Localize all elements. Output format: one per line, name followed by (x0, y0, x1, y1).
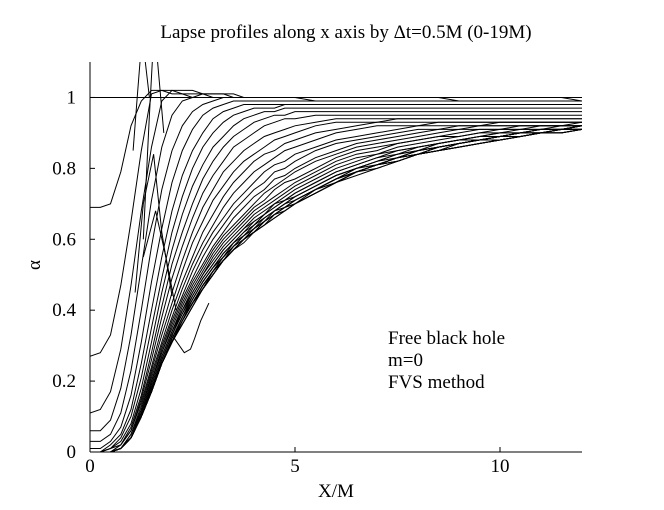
profile-line-22 (90, 125, 582, 452)
profile-line-33 (90, 128, 582, 452)
profile-line-36 (90, 128, 582, 452)
annotation-line-3: FVS method (388, 372, 485, 393)
y-tick-label: 0.8 (52, 158, 76, 179)
annotation-line-1: Free black hole (388, 328, 505, 349)
y-tick-label: 0.4 (52, 300, 76, 321)
x-axis-label: X/M (318, 481, 354, 502)
profile-line-19 (90, 125, 582, 452)
profile-line-34 (90, 128, 582, 452)
profile-line-32 (90, 128, 582, 452)
y-axis-label: α (24, 260, 45, 270)
profile-line-30 (90, 128, 582, 452)
profile-line-35 (90, 128, 582, 452)
x-tick-label: 0 (85, 456, 95, 477)
y-tick-label: 0.6 (52, 229, 76, 250)
profile-line-25 (90, 125, 582, 452)
profile-line-21 (90, 125, 582, 452)
profile-line-38 (90, 128, 582, 452)
profile-line-29 (90, 128, 582, 452)
chart-title: Lapse profiles along x axis by Δt=0.5M (… (160, 22, 531, 43)
transient-spike-4 (171, 302, 210, 354)
profile-curves (90, 89, 582, 452)
profile-line-8 (90, 107, 582, 452)
profile-line-17 (90, 125, 582, 452)
y-tick-label: 0 (67, 442, 77, 463)
transient-spikes (132, 62, 210, 354)
transient-spike-0 (132, 62, 150, 151)
profile-line-24 (90, 125, 582, 452)
profile-line-5 (90, 100, 582, 449)
profile-line-3 (90, 93, 582, 432)
profile-line-18 (90, 125, 582, 452)
annotation-box: Free black hole m=0 FVS method (388, 328, 505, 393)
profile-line-26 (90, 125, 582, 452)
axes (89, 62, 582, 453)
profile-line-10 (90, 114, 582, 452)
profile-line-9 (90, 111, 582, 452)
profile-line-27 (90, 125, 582, 452)
tick-labels: 0 5 10 0 0.2 0.4 0.6 0.8 1 (52, 87, 509, 477)
profile-line-12 (90, 118, 582, 452)
profile-line-23 (90, 125, 582, 452)
profile-line-6 (90, 104, 582, 452)
profile-line-28 (90, 128, 582, 452)
transient-spike-3 (142, 210, 177, 311)
profile-line-37 (90, 128, 582, 452)
transient-spike-1 (142, 62, 165, 240)
profile-line-20 (90, 125, 582, 452)
x-tick-label: 10 (491, 456, 510, 477)
x-tick-label: 5 (290, 456, 300, 477)
profile-line-14 (90, 121, 582, 452)
profile-line-7 (90, 104, 582, 452)
y-tick-label: 0.2 (52, 371, 76, 392)
y-tick-label: 1 (67, 87, 77, 108)
annotation-line-2: m=0 (388, 350, 423, 371)
profile-line-31 (90, 128, 582, 452)
